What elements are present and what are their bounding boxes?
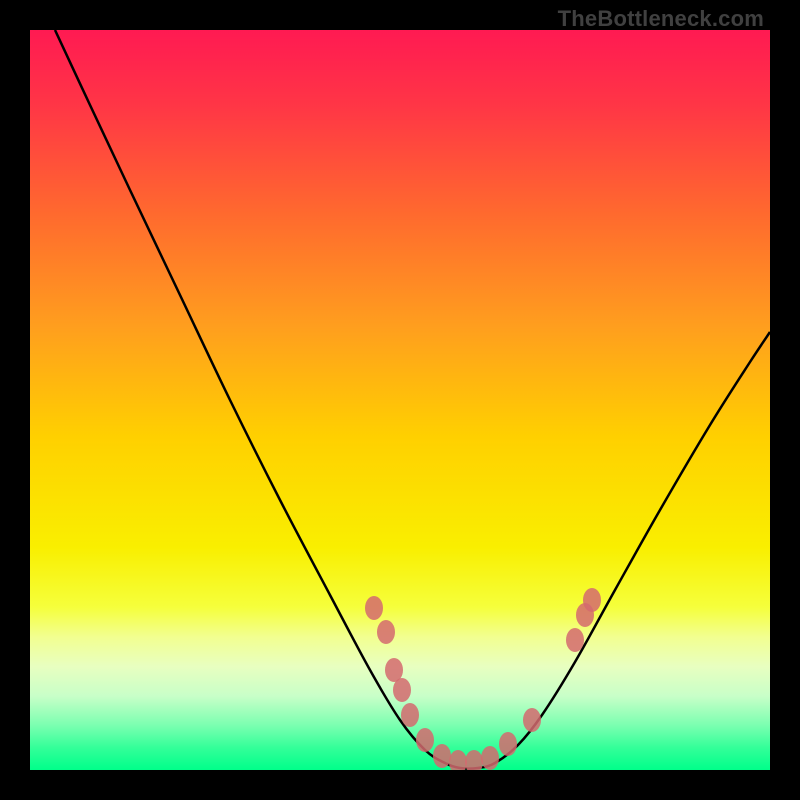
curve-marker [566,628,584,652]
curve-marker [481,746,499,770]
plot-area [30,30,770,770]
chart-frame: TheBottleneck.com [0,0,800,800]
curve-marker [583,588,601,612]
bottleneck-curve [55,30,770,769]
curve-marker [377,620,395,644]
curve-marker [401,703,419,727]
curve-marker [523,708,541,732]
curve-marker [499,732,517,756]
curve-marker [365,596,383,620]
curve-marker [465,750,483,770]
curve-marker [433,744,451,768]
curve-marker [416,728,434,752]
curve-marker [393,678,411,702]
curve-marker [449,750,467,770]
curve-layer [30,30,770,770]
watermark-text: TheBottleneck.com [558,6,764,32]
